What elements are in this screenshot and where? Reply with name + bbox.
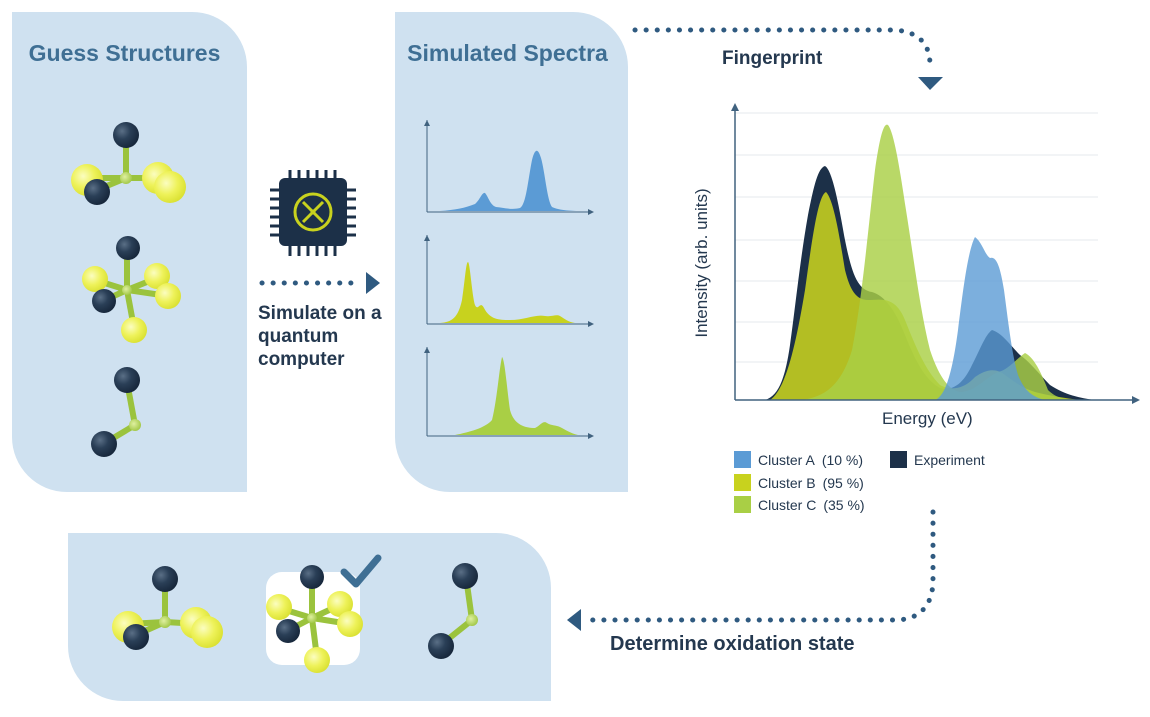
legend-label-a: Cluster A <box>758 451 815 468</box>
simulated-spectra-title: Simulated Spectra <box>407 40 608 66</box>
legend-label-b: Cluster B <box>758 474 816 491</box>
guess-structures-title: Guess Structures <box>28 40 221 66</box>
x-axis-label: Energy (eV) <box>882 409 973 428</box>
legend-cluster-c: Cluster C (35 %) <box>734 496 865 513</box>
legend-pct-a: (10 %) <box>821 451 864 468</box>
fingerprint-chart <box>731 103 1140 404</box>
legend-cluster-a: Cluster A (10 %) <box>734 451 863 468</box>
spectrum-green <box>424 347 594 439</box>
simulated-spectra-panel <box>395 12 628 492</box>
legend-pct-b: (95 %) <box>822 474 864 491</box>
cluster-a-curve <box>935 237 1045 400</box>
legend-swatch-c <box>734 496 751 513</box>
quantum-chip-icon <box>270 170 356 256</box>
molecule-2 <box>82 236 181 343</box>
molecule-1 <box>71 122 186 205</box>
legend-pct-c: (35 %) <box>823 496 865 513</box>
result-molecule-1 <box>112 566 223 650</box>
y-axis-label: Intensity (arb. units) <box>692 188 711 338</box>
legend-swatch-experiment <box>890 451 907 468</box>
checkmark-icon <box>340 554 382 588</box>
legend-label-experiment: Experiment <box>914 451 985 468</box>
simulate-quantum-label: Simulate on a quantum computer <box>258 303 382 370</box>
legend-swatch-b <box>734 474 751 491</box>
legend-cluster-b: Cluster B (95 %) <box>734 474 864 491</box>
spectrum-yellow <box>424 235 594 327</box>
cluster-b-curve <box>770 192 1080 400</box>
result-molecule-3 <box>428 563 478 659</box>
result-molecule-2 <box>266 565 363 673</box>
spectrum-blue <box>424 120 594 215</box>
simulate-arrow <box>259 272 380 294</box>
determine-oxidation-label: Determine oxidation state <box>610 633 855 655</box>
molecule-3 <box>91 367 141 457</box>
legend-experiment: Experiment <box>890 451 985 468</box>
cluster-c-curve <box>800 124 1075 400</box>
fingerprint-arrow <box>632 27 943 90</box>
oxidation-arrow <box>567 509 936 631</box>
legend-label-c: Cluster C <box>758 496 817 513</box>
legend-swatch-a <box>734 451 751 468</box>
fingerprint-label: Fingerprint <box>722 48 823 69</box>
